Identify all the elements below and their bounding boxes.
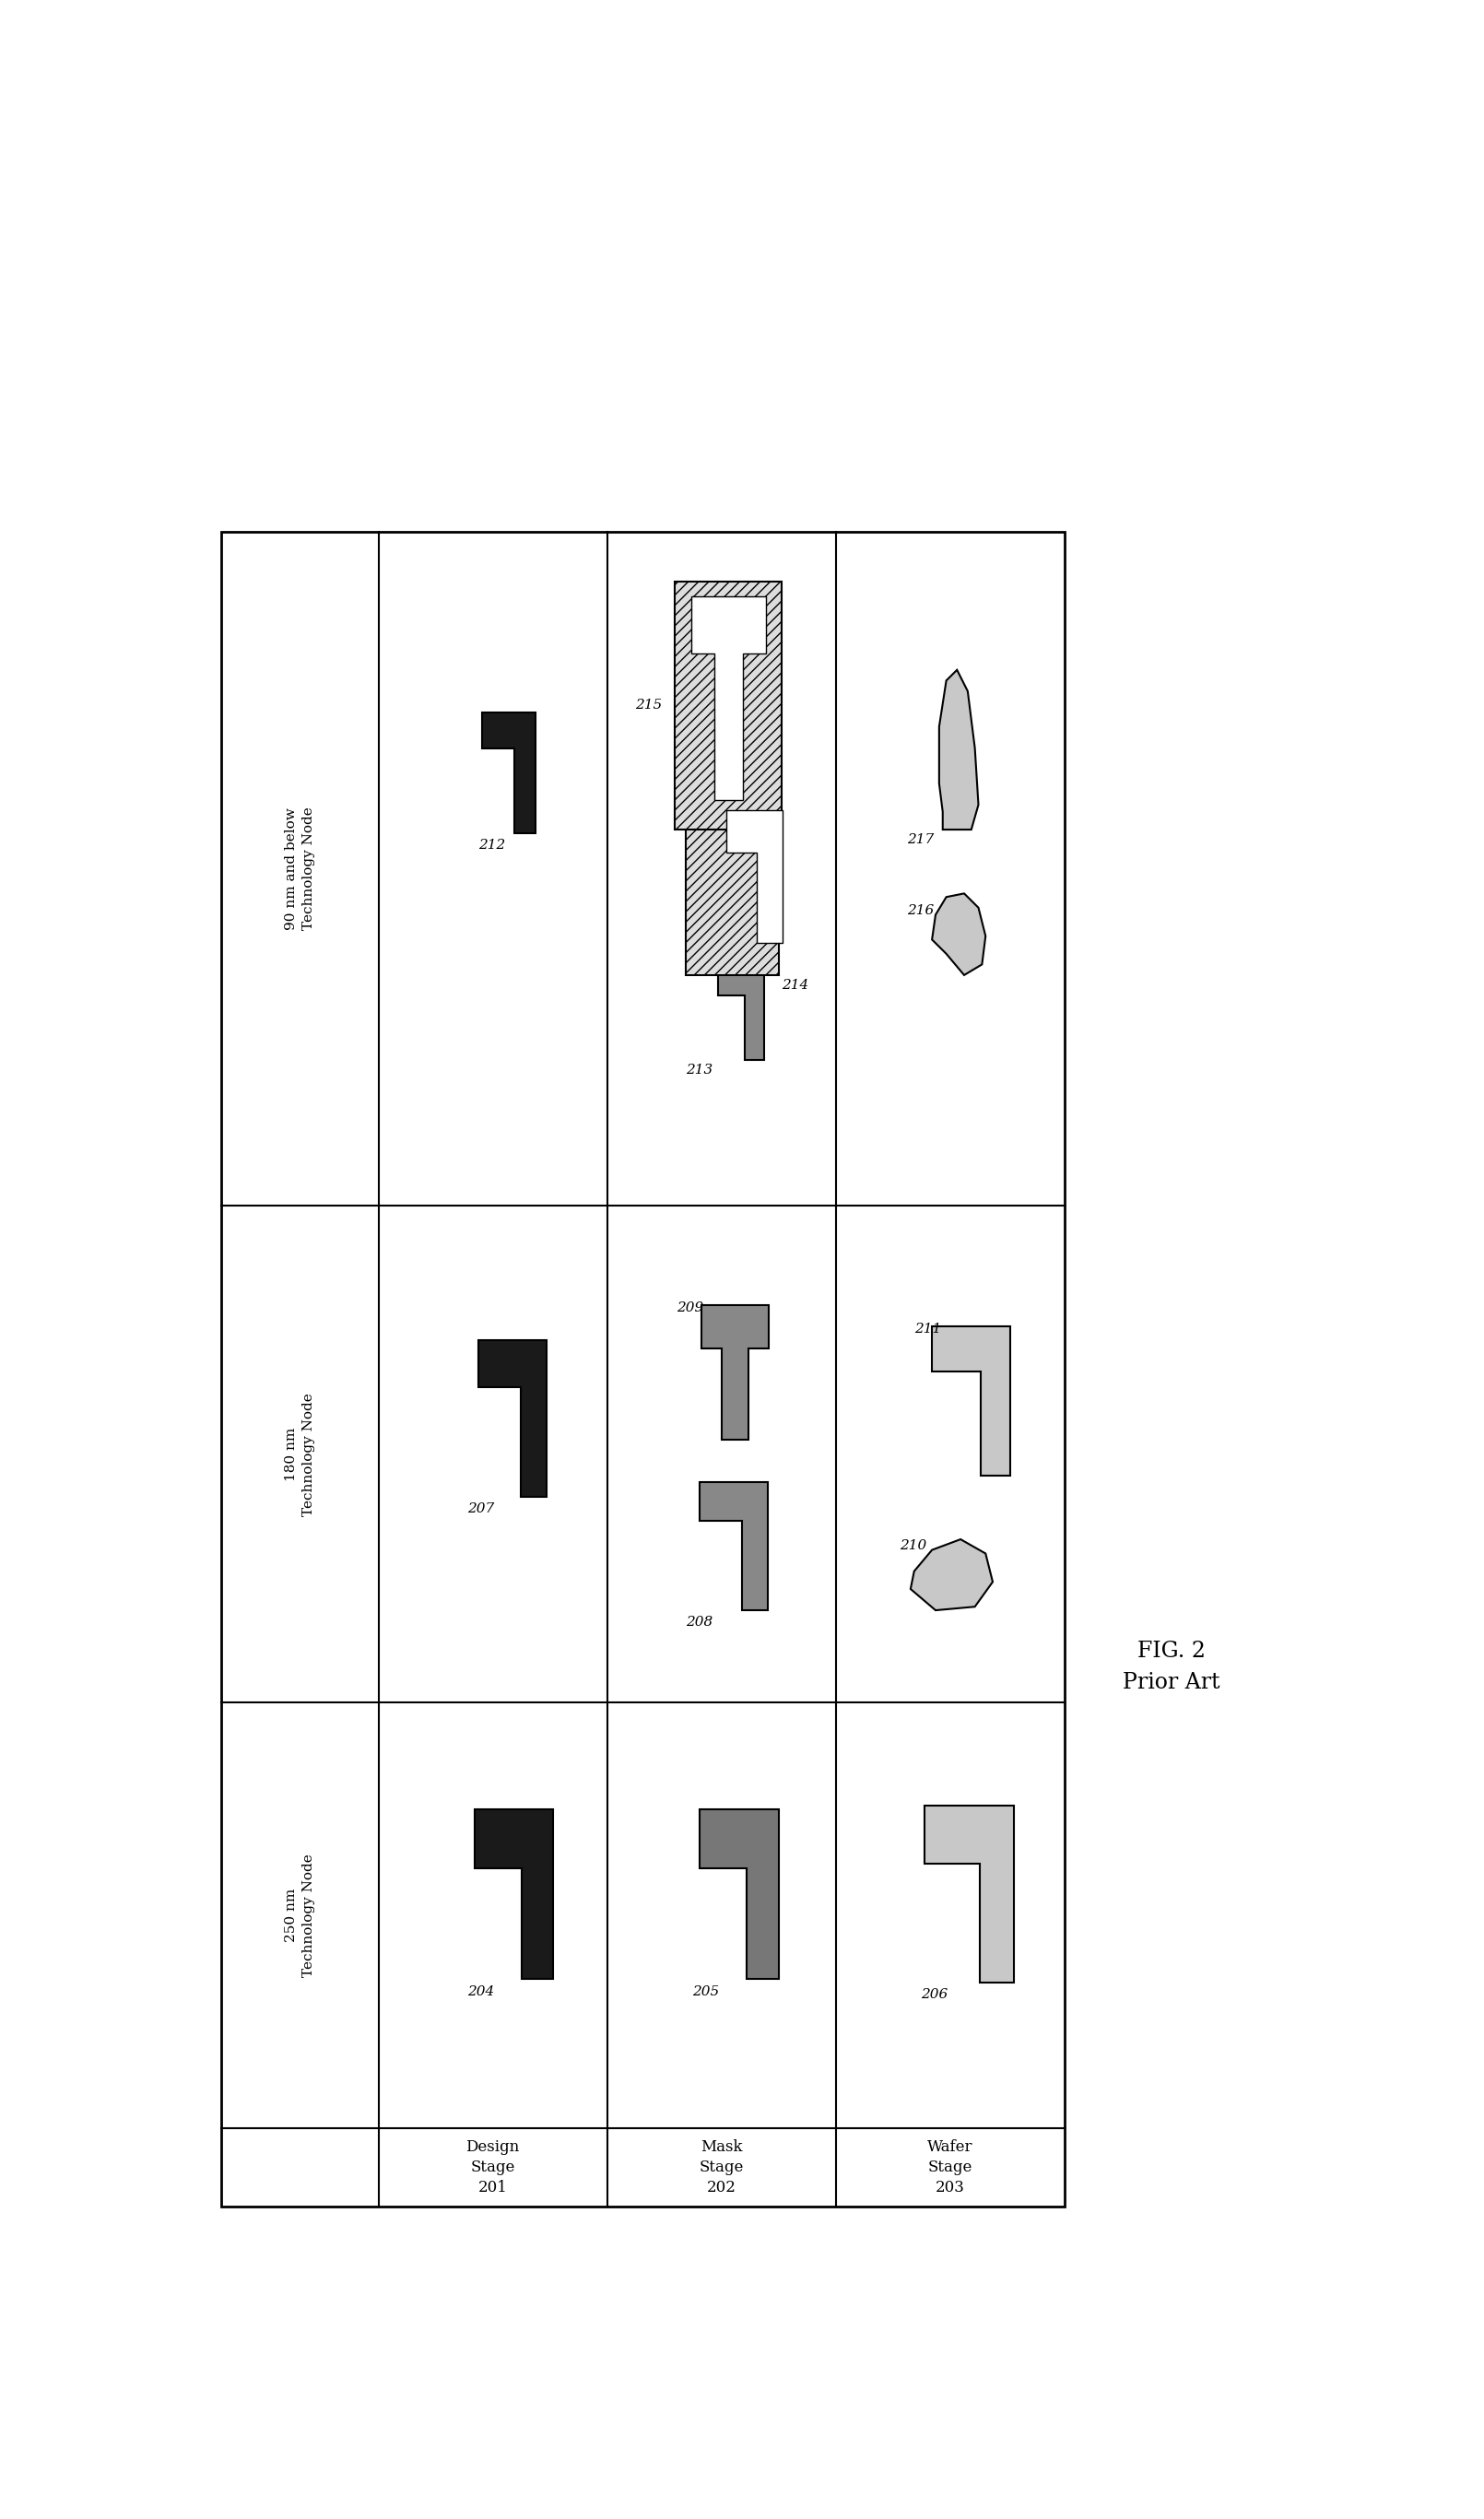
Text: 250 nm
Technology Node: 250 nm Technology Node xyxy=(285,1854,315,1977)
Bar xyxy=(686,799,779,975)
Text: Mask
Stage
202: Mask Stage 202 xyxy=(699,2139,743,2197)
Text: 215: 215 xyxy=(635,698,662,710)
Text: 214: 214 xyxy=(782,977,809,992)
Polygon shape xyxy=(932,894,985,975)
Text: 213: 213 xyxy=(686,1063,712,1076)
Text: 216: 216 xyxy=(907,904,933,917)
Text: 90 nm and below
Technology Node: 90 nm and below Technology Node xyxy=(285,806,315,930)
Text: 217: 217 xyxy=(907,834,933,846)
Text: 208: 208 xyxy=(686,1617,712,1630)
Text: Design
Stage
201: Design Stage 201 xyxy=(466,2139,519,2197)
Polygon shape xyxy=(700,1484,767,1610)
Polygon shape xyxy=(482,713,536,834)
Bar xyxy=(675,582,782,829)
Polygon shape xyxy=(726,811,782,942)
Polygon shape xyxy=(718,967,764,1060)
Polygon shape xyxy=(939,670,978,829)
Text: Wafer
Stage
203: Wafer Stage 203 xyxy=(928,2139,972,2197)
Polygon shape xyxy=(911,1539,993,1610)
Text: 212: 212 xyxy=(478,839,506,851)
Polygon shape xyxy=(475,1809,554,1980)
Bar xyxy=(221,532,1064,2207)
Text: 209: 209 xyxy=(677,1302,703,1315)
Text: 206: 206 xyxy=(922,1987,948,2003)
Polygon shape xyxy=(925,1806,1014,1982)
Text: FIG. 2
Prior Art: FIG. 2 Prior Art xyxy=(1122,1640,1220,1693)
Text: 210: 210 xyxy=(899,1539,928,1552)
Text: 211: 211 xyxy=(914,1322,941,1335)
Polygon shape xyxy=(478,1340,546,1496)
Polygon shape xyxy=(702,1305,769,1441)
Text: 204: 204 xyxy=(467,1985,494,1998)
Polygon shape xyxy=(692,597,766,801)
Text: 180 nm
Technology Node: 180 nm Technology Node xyxy=(285,1393,315,1516)
Polygon shape xyxy=(932,1328,1011,1476)
Text: 207: 207 xyxy=(467,1501,494,1516)
Polygon shape xyxy=(700,1809,779,1980)
Text: 205: 205 xyxy=(693,1985,720,1998)
